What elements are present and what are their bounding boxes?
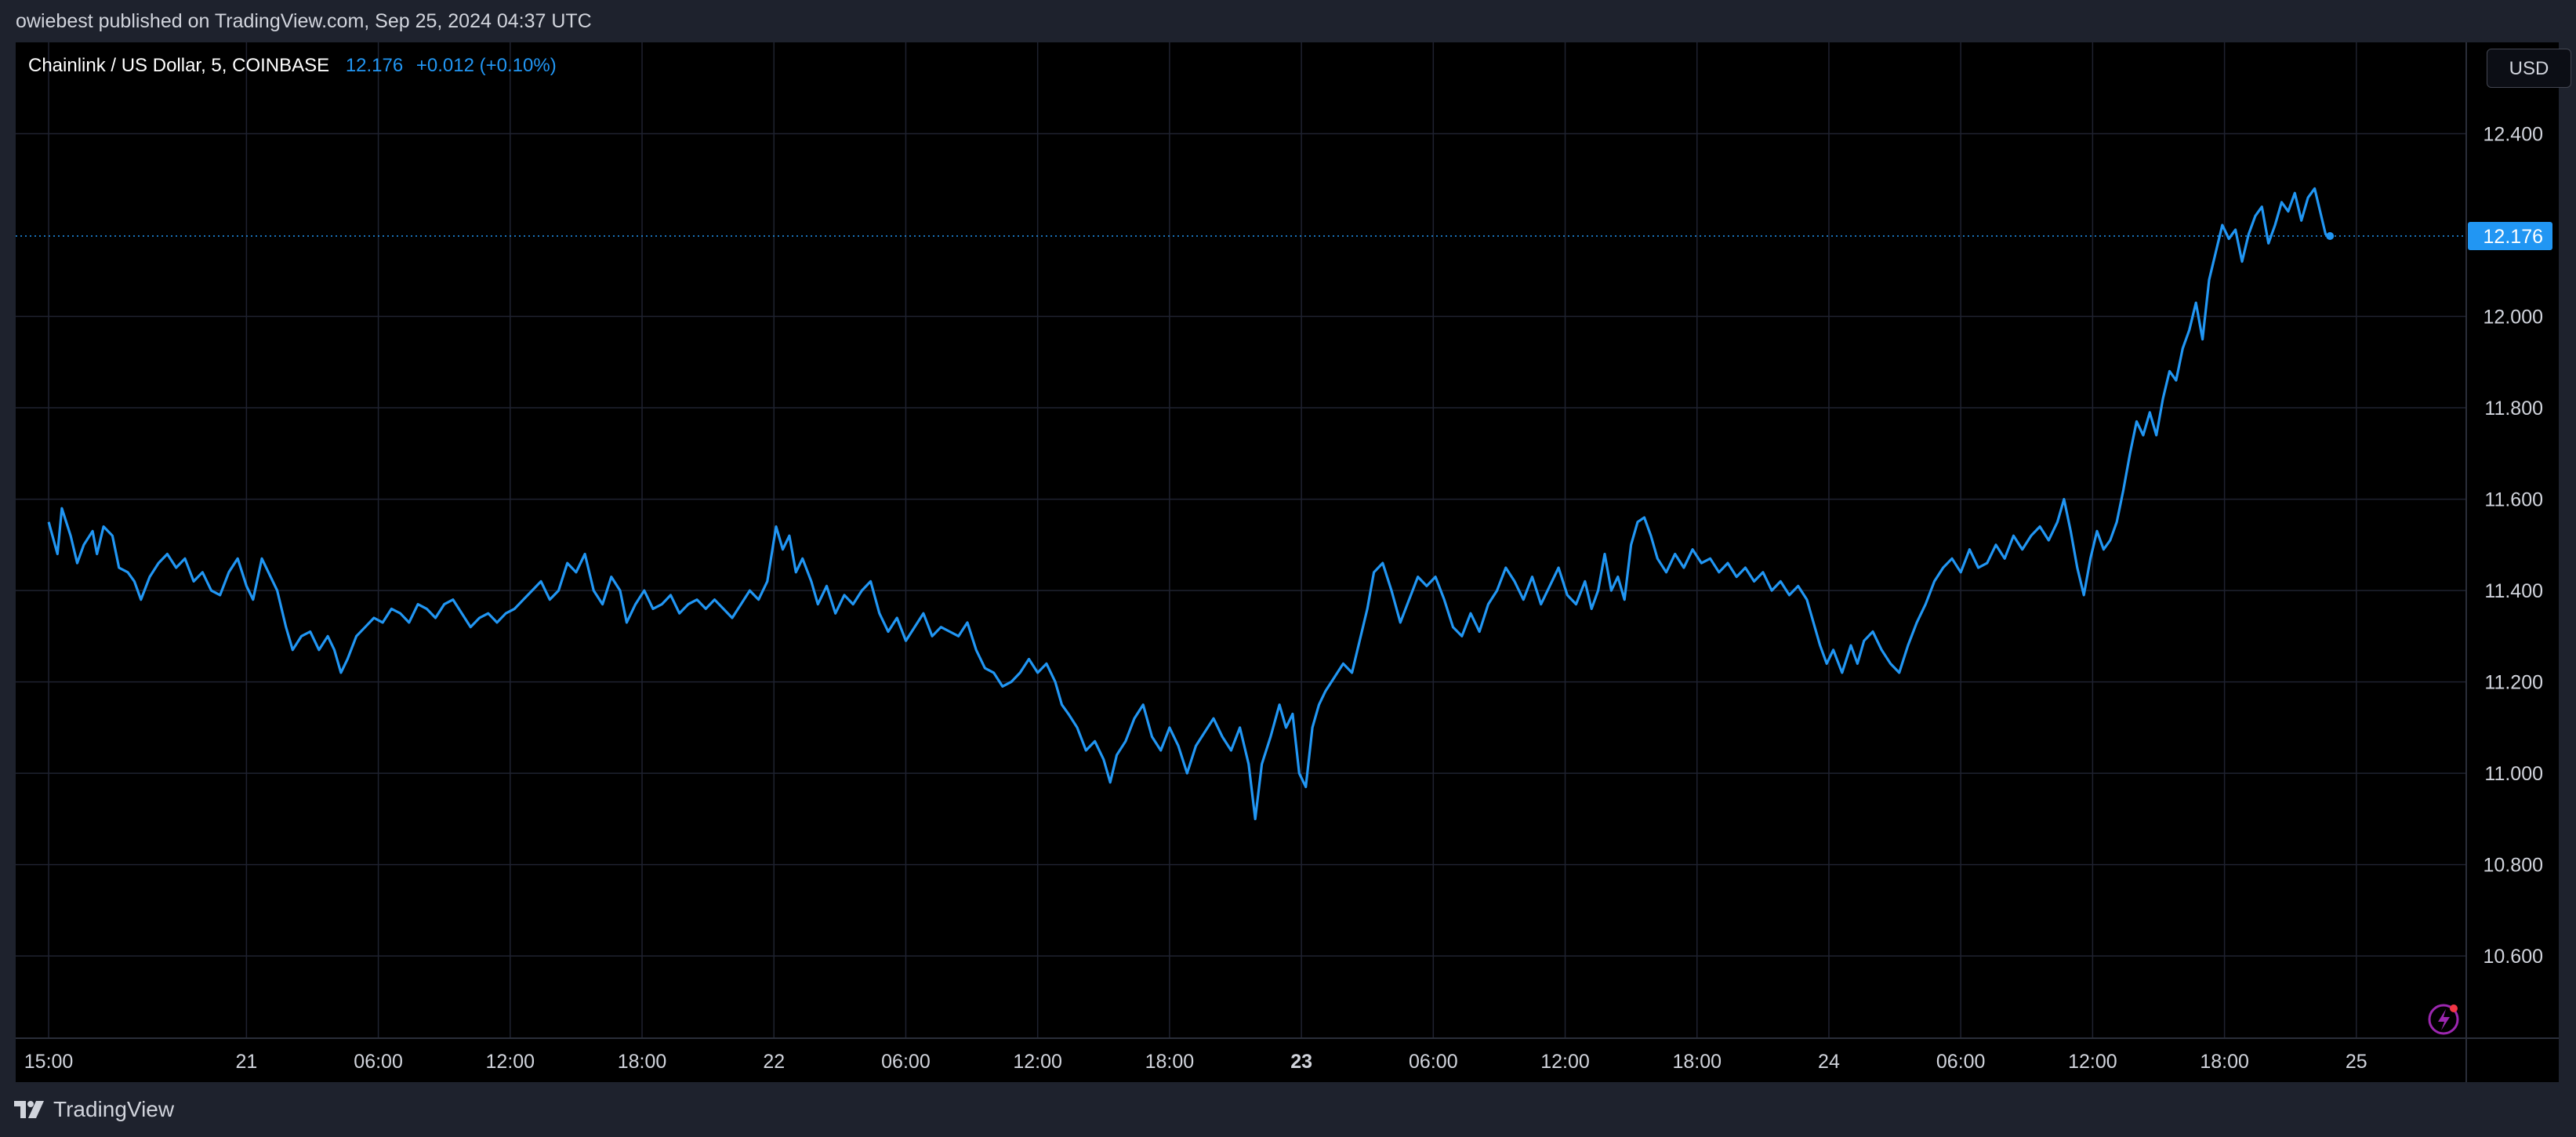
x-tick-label: 24 xyxy=(1818,1051,1840,1073)
chart-pane[interactable]: 12.400 12.000 11.800 11.600 11.400 11.200 11.0… xyxy=(16,42,2571,1082)
x-tick-label: 15:00 xyxy=(24,1051,74,1073)
y-tick-label: 11.000 xyxy=(2484,763,2543,785)
x-tick-label: 25 xyxy=(2346,1051,2367,1073)
x-tick-label: 18:00 xyxy=(1145,1051,1195,1073)
publisher-text: owiebest published on TradingView.com, S… xyxy=(16,10,592,32)
x-tick-label: 18:00 xyxy=(1672,1051,1722,1073)
tradingview-brand: TradingView xyxy=(53,1097,175,1121)
currency-button[interactable]: USD xyxy=(2487,49,2571,88)
price-series-line xyxy=(47,187,2331,821)
y-tick-label: 11.400 xyxy=(2484,580,2543,602)
last-price: 12.176 xyxy=(345,55,404,76)
x-tick-label: 06:00 xyxy=(1409,1051,1458,1073)
last-value-label: 12.176 xyxy=(2483,226,2543,248)
y-tick-label: 11.800 xyxy=(2484,398,2543,420)
x-tick-label: 23 xyxy=(1290,1051,1312,1073)
symbol-title[interactable]: Chainlink / US Dollar, 5, COINBASE xyxy=(28,55,330,76)
x-tick-label: 18:00 xyxy=(618,1051,667,1073)
x-tick-label: 21 xyxy=(235,1051,257,1073)
x-tick-label: 06:00 xyxy=(1936,1051,1986,1073)
x-tick-label: 18:00 xyxy=(2200,1051,2249,1073)
y-tick-label: 12.000 xyxy=(2483,307,2543,329)
x-tick-label: 06:00 xyxy=(354,1051,403,1073)
chart-legend: Chainlink / US Dollar, 5, COINBASE 12.17… xyxy=(28,55,557,77)
line-chart[interactable]: 12.400 12.000 11.800 11.600 11.400 11.200 11.0… xyxy=(16,42,2559,1082)
footer-bar: TradingView xyxy=(0,1082,2576,1137)
y-tick-label: 12.400 xyxy=(2483,124,2543,146)
price-change: +0.012 (+0.10%) xyxy=(415,55,557,76)
x-tick-label: 06:00 xyxy=(881,1051,931,1073)
last-value-badge xyxy=(2468,222,2552,251)
x-tick-label: 12:00 xyxy=(486,1051,535,1073)
tradingview-logo-icon xyxy=(14,1101,44,1118)
x-tick-label: 12:00 xyxy=(1540,1051,1590,1073)
y-tick-label: 10.600 xyxy=(2483,946,2543,968)
y-tick-label: 11.600 xyxy=(2484,489,2543,511)
last-point-marker xyxy=(2326,232,2335,241)
y-tick-label: 11.200 xyxy=(2484,672,2543,694)
x-tick-label: 22 xyxy=(763,1051,785,1073)
lightning-icon[interactable] xyxy=(2428,1004,2459,1035)
x-tick-label: 12:00 xyxy=(1013,1051,1062,1073)
tradingview-logo[interactable]: TradingView xyxy=(14,1096,174,1123)
y-tick-label: 10.800 xyxy=(2483,855,2543,877)
x-tick-label: 12:00 xyxy=(2068,1051,2117,1073)
publisher-bar: owiebest published on TradingView.com, S… xyxy=(0,0,2576,42)
